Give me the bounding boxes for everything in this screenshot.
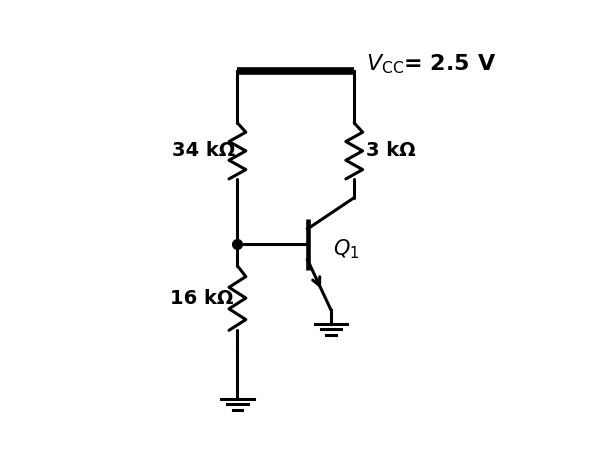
Text: $\mathit{V}_{\rm CC}$= 2.5 V: $\mathit{V}_{\rm CC}$= 2.5 V — [366, 53, 496, 76]
Text: $\mathit{Q}_1$: $\mathit{Q}_1$ — [333, 237, 360, 261]
Text: 3 kΩ: 3 kΩ — [366, 141, 416, 160]
Text: 16 kΩ: 16 kΩ — [170, 289, 233, 307]
Text: 34 kΩ: 34 kΩ — [172, 141, 236, 160]
